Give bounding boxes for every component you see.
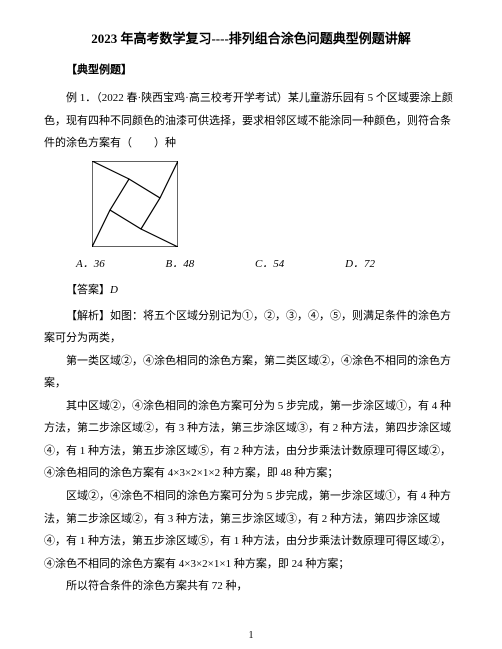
page-number: 1 bbox=[0, 630, 502, 641]
option-d: D．72 bbox=[345, 255, 375, 271]
option-c: C．54 bbox=[255, 255, 284, 271]
answer-value: D bbox=[110, 284, 118, 296]
explanation-p2: 第一类区域②，④涂色相同的涂色方案，第二类区域②，④涂色不相同的涂色方案， bbox=[44, 350, 458, 395]
section-heading: 【典型例题】 bbox=[44, 61, 458, 77]
explanation-intro: 【解析】如图：将五个区域分别记为①，②，③，④，⑤，则满足条件的涂色方案可分为两… bbox=[44, 305, 458, 350]
answer-label: 【答案】 bbox=[66, 284, 110, 296]
answer-line: 【答案】D bbox=[44, 281, 458, 297]
explanation-p5: 所以符合条件的涂色方案共有 72 种， bbox=[44, 575, 458, 598]
explanation-p3: 其中区域②，④涂色相同的涂色方案可分为 5 步完成，第一步涂区域①，有 4 种方… bbox=[44, 395, 458, 485]
doc-title: 2023 年高考数学复习----排列组合涂色问题典型例题讲解 bbox=[44, 28, 458, 47]
explanation-p4: 区域②，④涂色不相同的涂色方案可分为 5 步完成，第一步涂区域①，有 4 种方法… bbox=[44, 485, 458, 575]
example-1-question: 例 1．（2022 春·陕西宝鸡·高三校考开学考试）某儿童游乐园有 5 个区域要… bbox=[44, 87, 458, 155]
pinwheel-figure bbox=[92, 161, 178, 247]
answer-options: A．36 B．48 C．54 D．72 bbox=[44, 255, 458, 271]
option-a: A．36 bbox=[76, 255, 105, 271]
figure-container bbox=[92, 161, 458, 247]
page: 2023 年高考数学复习----排列组合涂色问题典型例题讲解 【典型例题】 例 … bbox=[0, 0, 502, 649]
option-b: B．48 bbox=[165, 255, 194, 271]
